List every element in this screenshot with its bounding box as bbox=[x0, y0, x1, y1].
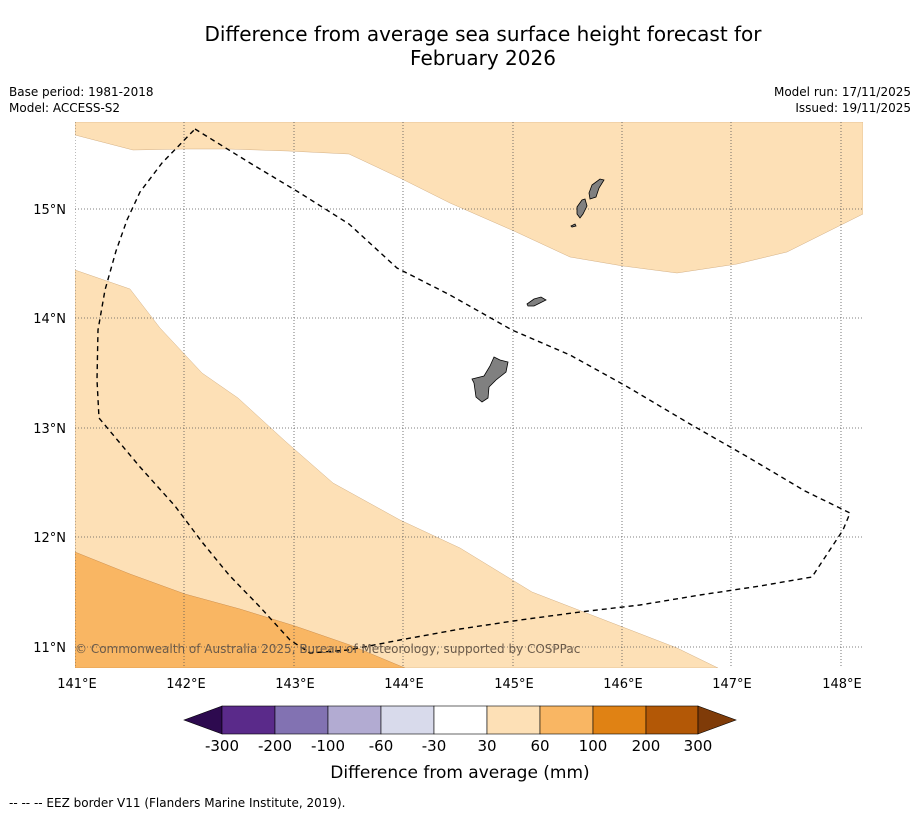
island-small bbox=[570, 223, 577, 228]
island-guam bbox=[471, 356, 509, 403]
lon-label: 146°E bbox=[603, 677, 643, 692]
chart-title: Difference from average sea surface heig… bbox=[0, 22, 919, 70]
colorbar-tick: -300 bbox=[205, 737, 239, 755]
colorbar-tick: 200 bbox=[632, 737, 661, 755]
model-run: Model run: 17/11/2025 bbox=[773, 85, 911, 99]
island-tinian bbox=[576, 198, 588, 219]
colorbar-tick: 100 bbox=[579, 737, 608, 755]
gridlines bbox=[75, 122, 863, 668]
colorbar-high-extend bbox=[697, 705, 737, 735]
lon-label: 148°E bbox=[822, 677, 862, 692]
map-area bbox=[75, 122, 863, 668]
zone-southwest-30-60 bbox=[75, 269, 719, 668]
eez-footnote: -- -- -- EEZ border V11 (Flanders Marine… bbox=[9, 796, 346, 810]
colorbar-segment bbox=[592, 705, 647, 735]
meta-left: Base period: 1981-2018 Model: ACCESS-S2 bbox=[9, 84, 154, 116]
colorbar: -300 -200 -100 -60 -30 30 60 100 200 300… bbox=[183, 705, 737, 783]
colorbar-tick: 60 bbox=[530, 737, 549, 755]
colorbar-segment bbox=[645, 705, 699, 735]
lon-label: 144°E bbox=[384, 677, 424, 692]
colorbar-segment bbox=[486, 705, 541, 735]
colorbar-segment bbox=[433, 705, 488, 735]
meta-right: Model run: 17/11/2025 Issued: 19/11/2025 bbox=[774, 84, 911, 116]
colorbar-low-extend bbox=[183, 705, 223, 735]
colorbar-tick: 300 bbox=[684, 737, 713, 755]
colorbar-tick: -60 bbox=[369, 737, 394, 755]
colorbar-tick: -200 bbox=[258, 737, 292, 755]
lon-label: 145°E bbox=[494, 677, 534, 692]
issued-date: Issued: 19/11/2025 bbox=[795, 101, 911, 115]
zone-southwest-60-100 bbox=[75, 551, 406, 668]
lat-label: 11°N bbox=[33, 641, 66, 656]
lat-label: 12°N bbox=[33, 531, 66, 546]
lon-label: 143°E bbox=[275, 677, 315, 692]
lon-label: 141°E bbox=[57, 677, 97, 692]
lon-label: 147°E bbox=[712, 677, 752, 692]
colorbar-tick: 30 bbox=[477, 737, 496, 755]
eez-border bbox=[96, 128, 851, 654]
island-saipan bbox=[588, 178, 605, 200]
colorbar-segment bbox=[274, 705, 329, 735]
lat-label: 15°N bbox=[33, 203, 66, 218]
colorbar-segment bbox=[327, 705, 382, 735]
lat-label: 14°N bbox=[33, 312, 66, 327]
colorbar-tick: -30 bbox=[422, 737, 447, 755]
copyright-credit: © Commonwealth of Australia 2025, Bureau… bbox=[75, 642, 580, 656]
colorbar-segment bbox=[221, 705, 276, 735]
title-line-1: Difference from average sea surface heig… bbox=[204, 22, 762, 46]
island-rota bbox=[526, 296, 547, 307]
title-line-2: February 2026 bbox=[410, 46, 556, 70]
zone-north-30-60 bbox=[75, 122, 863, 274]
colorbar-segment bbox=[539, 705, 594, 735]
colorbar-segment bbox=[380, 705, 435, 735]
lat-label: 13°N bbox=[33, 422, 66, 437]
colorbar-tick: -100 bbox=[311, 737, 345, 755]
base-period: Base period: 1981-2018 bbox=[9, 85, 154, 99]
lon-label: 142°E bbox=[166, 677, 206, 692]
colorbar-label: Difference from average (mm) bbox=[330, 763, 589, 783]
model-name: Model: ACCESS-S2 bbox=[9, 101, 121, 115]
